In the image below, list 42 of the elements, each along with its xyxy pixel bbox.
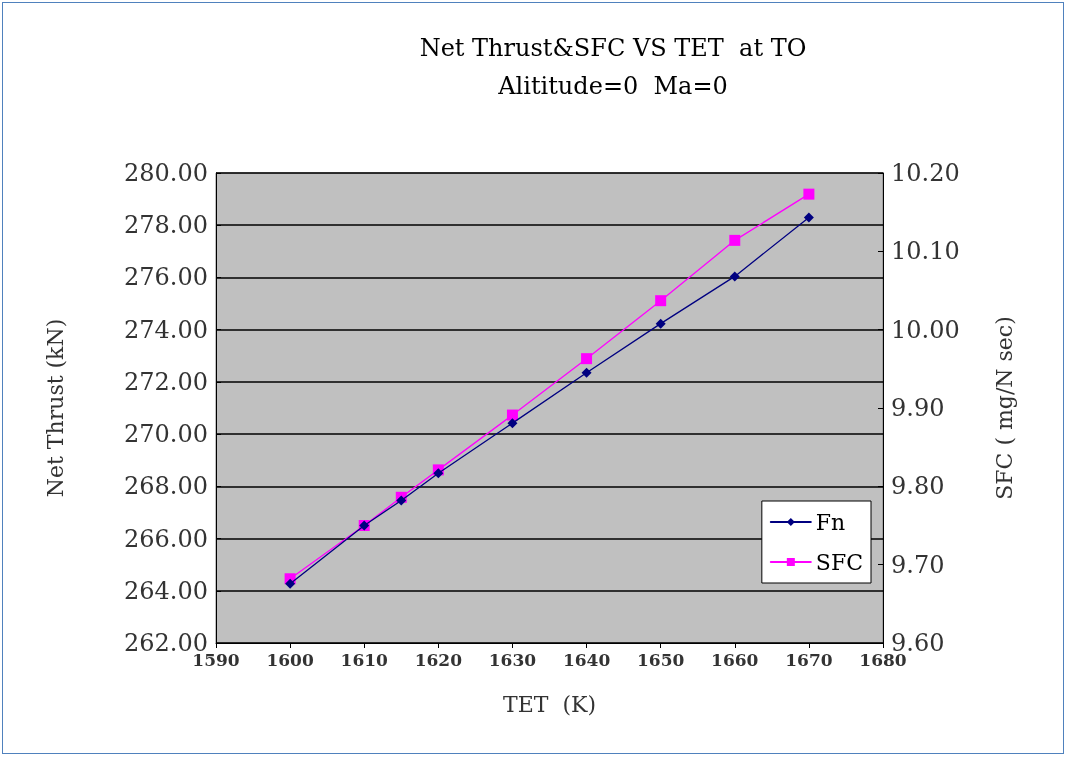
x-tick-label: 1660 <box>711 649 759 670</box>
point <box>396 495 407 506</box>
x-tick-label: 1600 <box>266 649 314 670</box>
point <box>729 271 740 282</box>
point <box>433 468 444 479</box>
y2-tick-label: 9.80 <box>891 472 945 501</box>
chart-subtitle: Alititude=0 Ma=0 <box>497 72 728 100</box>
x-tick-label: 1620 <box>414 649 463 670</box>
y-axis-title: Net Thrust (kN) <box>42 318 68 498</box>
y-tick-label: 276.00 <box>124 263 208 292</box>
chart-title: Net Thrust&SFC VS TET at TO <box>419 34 807 62</box>
y-tick-label: 268.00 <box>124 472 208 501</box>
y-tick-label: 278.00 <box>124 211 208 240</box>
x-tick-label: 1630 <box>488 649 537 670</box>
point <box>507 418 518 429</box>
x-tick-label: 1670 <box>785 649 833 670</box>
y2-axis-title: SFC ( mg/N sec) <box>991 316 1017 500</box>
point <box>581 353 593 365</box>
point <box>803 188 815 200</box>
x-tick-label: 1610 <box>340 649 389 670</box>
y-tick-label: 272.00 <box>124 367 208 396</box>
y-tick-label: 264.00 <box>124 576 208 605</box>
y-tick-label: 274.00 <box>124 315 208 344</box>
x-tick-label: 1650 <box>637 649 685 670</box>
point <box>803 212 814 223</box>
legend-label: SFC <box>815 549 863 575</box>
point <box>285 578 296 589</box>
point <box>729 234 741 246</box>
x-tick-label: 1640 <box>562 649 611 670</box>
y2-tick-label: 9.70 <box>891 550 945 579</box>
y2-tick-label: 10.20 <box>891 159 960 187</box>
x-axis-title: TET (K) <box>503 691 596 717</box>
legend-label: Fn <box>815 509 846 535</box>
y2-tick-label: 9.90 <box>891 394 945 422</box>
point <box>655 318 666 329</box>
y2-tick-label: 10.10 <box>891 237 960 266</box>
point <box>581 367 592 378</box>
y-tick-label: 266.00 <box>124 524 208 553</box>
point <box>655 295 667 307</box>
y-tick-label: 270.00 <box>124 420 208 449</box>
y-tick-label: 280.00 <box>124 159 208 187</box>
y2-tick-label: 10.00 <box>891 315 960 344</box>
